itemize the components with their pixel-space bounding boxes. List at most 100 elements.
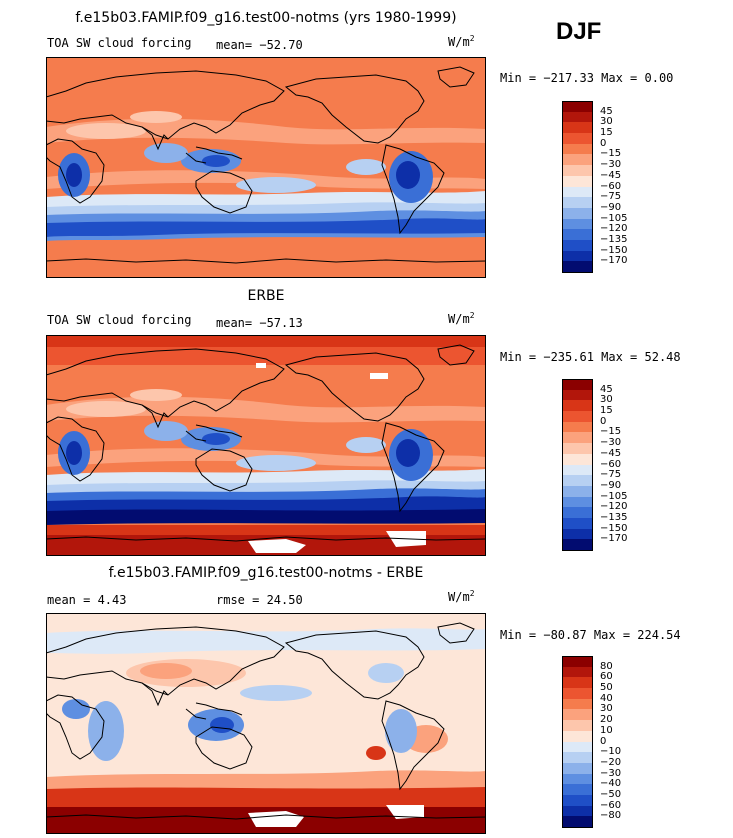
colorbar-tick-label: 50: [600, 682, 613, 694]
panel-title: f.e15b03.FAMIP.f09_g16.test00-notms - ER…: [108, 565, 424, 581]
colorbar-swatch: [562, 453, 593, 465]
colorbar-tick-label: −30: [600, 767, 622, 779]
colorbar-swatch: [562, 165, 593, 177]
colorbar-swatch: [562, 528, 593, 540]
colorbar-swatch: [562, 443, 593, 455]
colorbar-tick-label: −15: [600, 148, 622, 160]
colorbar-swatch: [562, 794, 593, 807]
mean-value: mean= −52.70: [216, 38, 303, 52]
colorbar-swatch: [562, 464, 593, 476]
colorbar-tick-label: −30: [600, 159, 622, 171]
colorbar-tick-label: −135: [600, 511, 628, 523]
colorbar-swatch: [562, 688, 593, 700]
colorbar-swatch: [562, 207, 593, 220]
map-frame: [46, 335, 486, 556]
colorbar-swatch: [562, 485, 593, 498]
colorbar-tick-label: −50: [600, 788, 622, 800]
colorbar-tick-label: −15: [600, 426, 622, 438]
colorbar-swatch: [562, 218, 593, 230]
colorbar-tick-label: −60: [600, 458, 622, 470]
colorbar-observations: 45 30 15 0 −15 −30 −45 −60 −75 −90 −105 −120 −135 −15…: [562, 379, 642, 551]
colorbar-swatch: [562, 421, 593, 433]
colorbar-tick-label: −170: [600, 533, 628, 545]
colorbar-swatch: [562, 154, 593, 166]
colorbar-swatch: [562, 379, 593, 391]
colorbar-swatch: [562, 143, 593, 155]
colorbar-tick-label: 80: [600, 660, 613, 672]
colorbar-tick-label: −90: [600, 201, 622, 213]
colorbar-difference: 80 60 50 40 30 20 10 0 −10 −20 −30 −40 −50 −60 −80: [562, 656, 642, 828]
min-max: Min = −217.33 Max = 0.00: [500, 71, 674, 85]
colorbar-tick-label: −170: [600, 255, 628, 267]
colorbar-tick-label: −75: [600, 191, 622, 203]
colorbar-tick-label: −120: [600, 223, 628, 235]
colorbar-tick-label: 15: [600, 405, 613, 417]
colorbar-tick-label: −45: [600, 447, 622, 459]
colorbar-tick-label: 0: [600, 137, 607, 149]
units-label: W/m2: [448, 34, 475, 49]
colorbar-swatch: [562, 411, 593, 423]
colorbar-tick-label: 20: [600, 714, 613, 726]
panel-title: f.e15b03.FAMIP.f09_g16.test00-notms (yrs…: [75, 10, 457, 26]
colorbar-swatch: [562, 752, 593, 764]
colorbar-swatch: [562, 507, 593, 519]
colorbar-tick-label: −135: [600, 233, 628, 245]
colorbar-swatch: [562, 432, 593, 444]
colorbar-tick-label: 40: [600, 692, 613, 704]
colorbar-tick-label: 60: [600, 671, 613, 683]
season-label: DJF: [556, 18, 602, 45]
units-label: W/m2: [448, 589, 475, 604]
variable-label: TOA SW cloud forcing: [47, 36, 192, 50]
colorbar-swatch: [562, 186, 593, 198]
colorbar-tick-label: 30: [600, 116, 613, 128]
colorbar-swatch: [562, 496, 593, 508]
colorbar-swatch: [562, 762, 593, 775]
colorbar-swatch: [562, 720, 593, 732]
min-max: Min = −80.87 Max = 224.54: [500, 628, 681, 642]
colorbar-tick-label: −30: [600, 437, 622, 449]
colorbar-tick-label: −60: [600, 180, 622, 192]
colorbar-tick-label: −45: [600, 169, 622, 181]
rmse-value: rmse = 24.50: [216, 593, 303, 607]
variable-label: TOA SW cloud forcing: [47, 313, 192, 327]
colorbar-swatch: [562, 773, 593, 785]
colorbar-tick-label: −10: [600, 746, 622, 758]
coastlines: [46, 622, 486, 820]
colorbar-swatch: [562, 539, 593, 551]
map-observations: [46, 335, 486, 556]
colorbar-swatch: [562, 111, 593, 123]
colorbar-tick-label: −150: [600, 522, 628, 534]
colorbar-swatch: [562, 389, 593, 401]
colorbar-swatch: [562, 250, 593, 262]
colorbar-swatch: [562, 197, 593, 209]
colorbar-tick-label: 30: [600, 394, 613, 406]
map-frame: [46, 57, 486, 278]
colorbar-tick-label: 45: [600, 105, 613, 117]
colorbar-swatch: [562, 400, 593, 412]
colorbar-tick-label: −20: [600, 756, 622, 768]
colorbar-tick-label: −90: [600, 479, 622, 491]
colorbar-swatch: [562, 698, 593, 710]
colorbar-swatch: [562, 805, 593, 817]
colorbar-swatch: [562, 261, 593, 273]
colorbar-swatch: [562, 229, 593, 241]
colorbar-tick-label: −150: [600, 244, 628, 256]
colorbar-tick-label: 0: [600, 415, 607, 427]
colorbar-tick-label: 15: [600, 127, 613, 139]
map-model: [46, 57, 486, 278]
colorbar-model: 45 30 15 0 −15 −30 −45 −60 −75 −90 −105 −120 −135 −15…: [562, 101, 642, 273]
min-max: Min = −235.61 Max = 52.48: [500, 350, 681, 364]
coastlines: [46, 66, 486, 264]
colorbar-swatch: [562, 816, 593, 828]
colorbar-swatch: [562, 475, 593, 487]
colorbar-tick-label: −120: [600, 501, 628, 513]
map-difference: [46, 613, 486, 834]
colorbar-swatch: [562, 666, 593, 678]
coastlines: [46, 344, 486, 542]
colorbar-swatch: [562, 175, 593, 187]
colorbar-tick-label: 45: [600, 383, 613, 395]
colorbar-tick-label: −60: [600, 799, 622, 811]
colorbar-swatch: [562, 656, 593, 668]
panel-title: ERBE: [247, 288, 285, 304]
colorbar-swatch: [562, 730, 593, 742]
